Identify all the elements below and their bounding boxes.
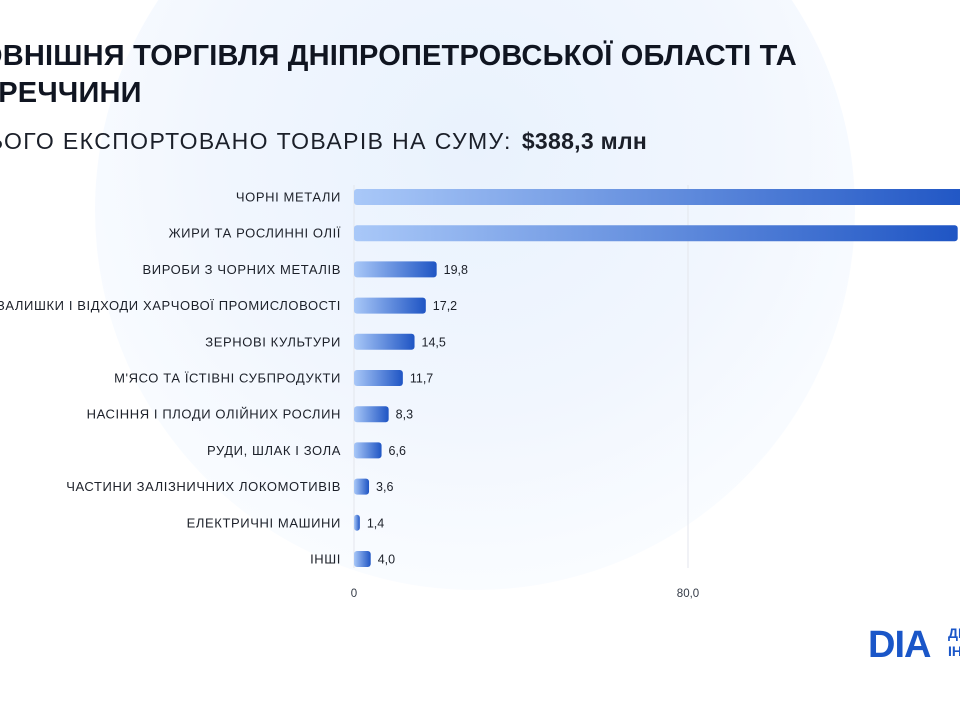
value-labels: 19,8 17,2 14,5 11,7 8,3 6,6 3,6 1,4 4,0 (367, 263, 468, 567)
category-label: ЕЛЕКТРИЧНІ МАШИНИ (187, 515, 341, 530)
bar (354, 406, 389, 423)
bar (354, 225, 958, 242)
dia-logo-text: DIA (868, 624, 931, 660)
category-label: ЖИРИ ТА РОСЛИННІ ОЛІЇ (169, 226, 341, 241)
export-total-line: СЬОГО ЕКСПОРТОВАНО ТОВАРІВ НА СУМУ: $388,… (0, 126, 647, 156)
page-title: ОВНІШНЯ ТОРГІВЛЯ ДНІПРОПЕТРОВСЬКОЇ ОБЛАС… (0, 40, 797, 109)
category-label: ЧОРНІ МЕТАЛИ (236, 190, 341, 205)
bar (354, 478, 370, 495)
bar (354, 370, 403, 386)
value-label: 6,6 (389, 444, 406, 458)
bar (354, 261, 437, 278)
bar (354, 333, 415, 350)
category-labels: ЧОРНІ МЕТАЛИ ЖИРИ ТА РОСЛИННІ ОЛІЇ ВИРОБИ … (0, 190, 341, 567)
category-label: ЗЕРНОВІ КУЛЬТУРИ (205, 334, 341, 349)
bar (354, 551, 371, 567)
dia-logo-side-top: ДН (948, 625, 960, 641)
bar (354, 297, 426, 314)
value-label: 11,7 (410, 372, 433, 386)
bar (354, 442, 382, 459)
category-label: НАСІННЯ І ПЛОДИ ОЛІЙНИХ РОСЛИН (87, 407, 341, 422)
category-label: ЧАСТИНИ ЗАЛІЗНИЧНИХ ЛОКОМОТИВІВ (66, 479, 341, 494)
bars-layer (354, 189, 960, 567)
dia-logo: DIA ДН ІН (868, 624, 960, 660)
category-label: ІНШІ (310, 552, 341, 567)
value-label: 1,4 (367, 516, 384, 530)
export-total-prefix: СЬОГО ЕКСПОРТОВАНО ТОВАРІВ НА СУМУ: (0, 128, 512, 154)
value-label: 3,6 (376, 480, 393, 494)
grid-layer (353, 185, 689, 568)
value-label: 4,0 (378, 553, 395, 567)
dia-logo-side-bottom: ІН (948, 643, 960, 659)
category-label: РУДИ, ШЛАК І ЗОЛА (207, 443, 341, 458)
value-label: 8,3 (396, 408, 413, 422)
background-circle (95, 0, 855, 590)
category-label: ЗАЛИШКИ І ВІДХОДИ ХАРЧОВОЇ ПРОМИСЛОВОСТІ (0, 298, 341, 313)
value-label: 17,2 (433, 299, 457, 313)
x-tick-label: 80,0 (677, 588, 699, 600)
export-total-value: $388,3 млн (521, 128, 648, 154)
x-axis-ticks: 0 80,0 (351, 588, 699, 600)
x-tick-label: 0 (351, 588, 357, 600)
bar (354, 514, 360, 531)
category-label: ВИРОБИ З ЧОРНИХ МЕТАЛІВ (142, 262, 341, 277)
bar (354, 189, 960, 205)
category-label: М'ЯСО ТА ЇСТІВНІ СУБПРОДУКТИ (114, 371, 341, 386)
value-label: 19,8 (444, 263, 468, 277)
value-label: 14,5 (422, 335, 446, 349)
